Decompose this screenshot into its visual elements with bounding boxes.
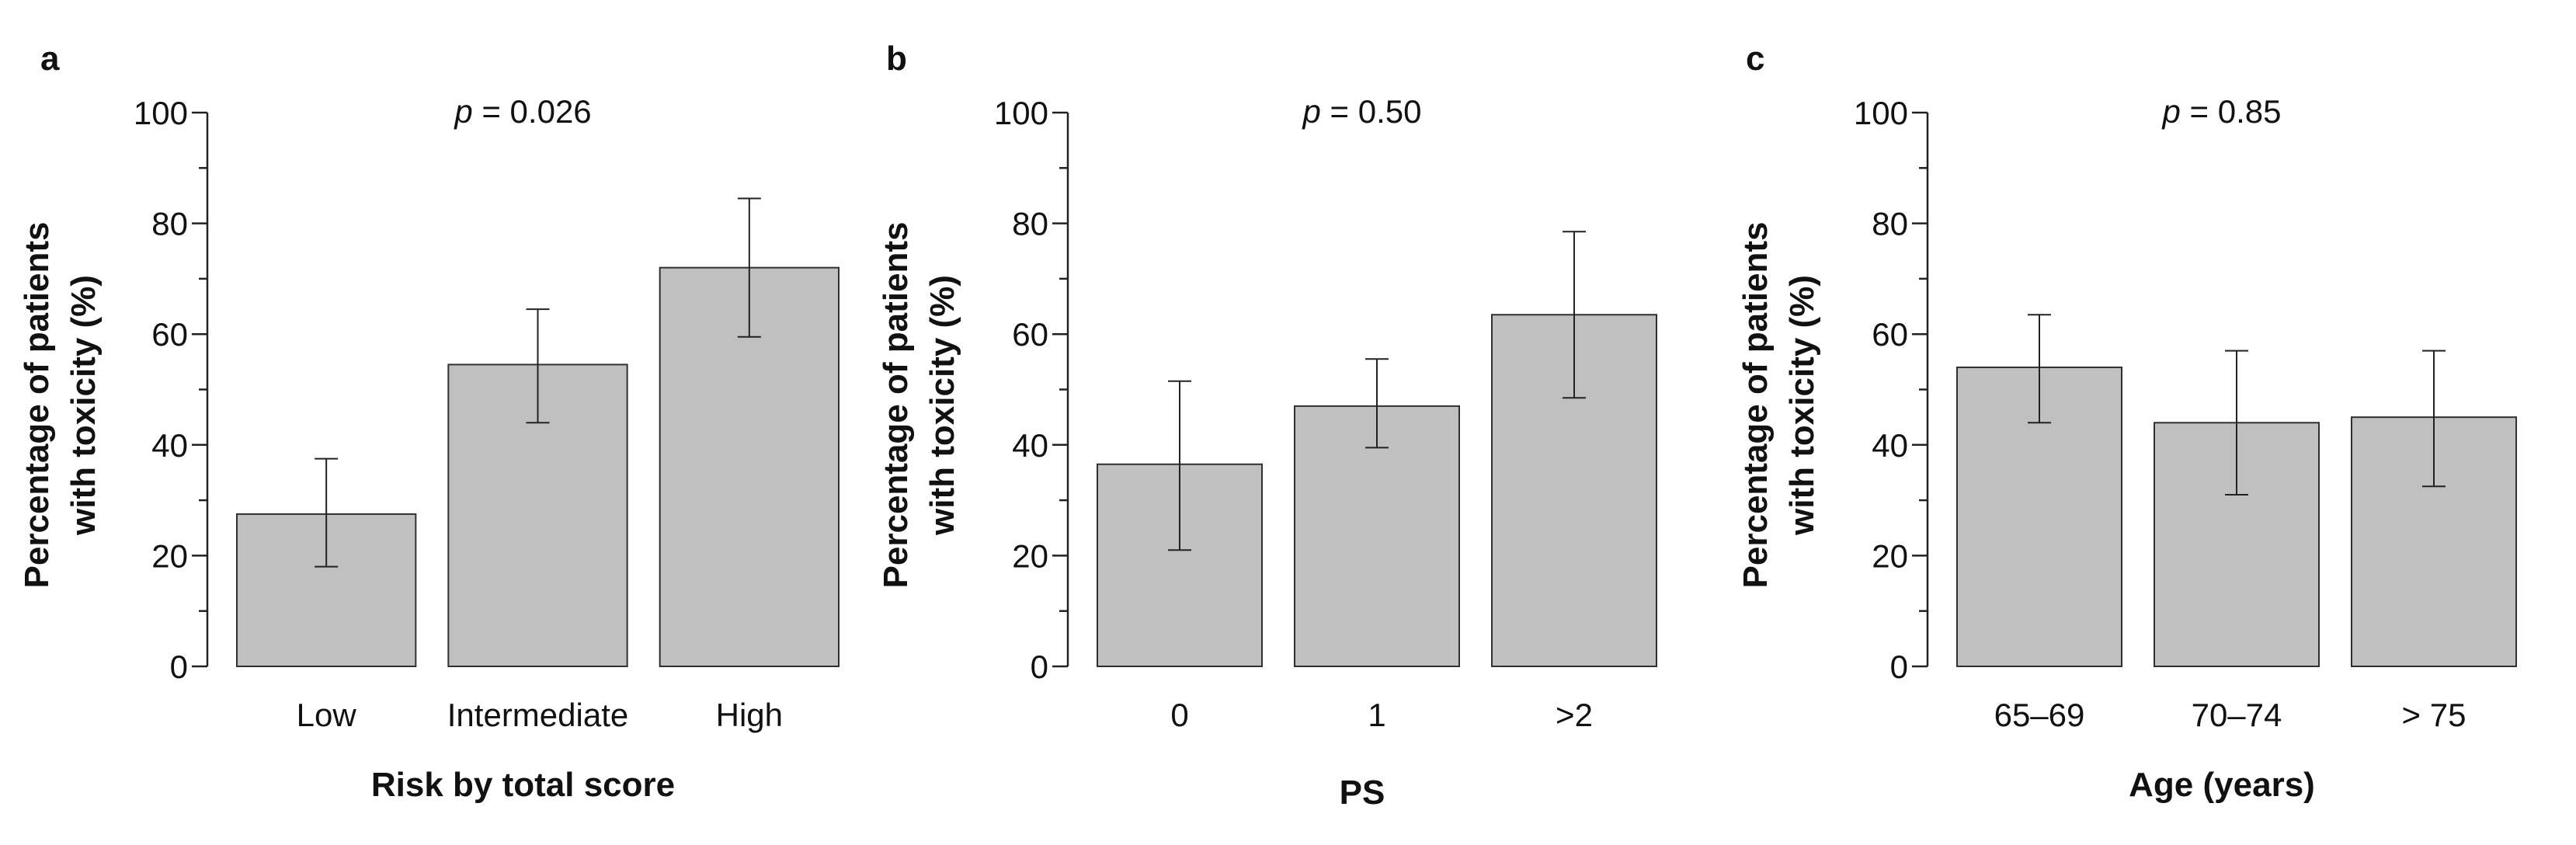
- x-tick-label: Low: [297, 697, 357, 733]
- y-tick-label: 60: [151, 316, 188, 353]
- y-axis-label-line-1: Percentage of patients: [1736, 222, 1775, 589]
- y-tick-label: 20: [1872, 537, 1908, 574]
- y-tick-label: 100: [994, 95, 1048, 131]
- y-tick-label: 80: [151, 206, 188, 242]
- y-axis-label-line-1: Percentage of patients: [18, 222, 56, 589]
- y-tick-label: 20: [1012, 537, 1048, 574]
- y-axis-label-line-2: with toxicity (%): [923, 275, 961, 536]
- p-value-annotation: p = 0.50: [1302, 93, 1422, 130]
- y-tick-label: 100: [134, 95, 188, 131]
- p-value-annotation: p = 0.026: [453, 93, 591, 130]
- x-axis-label: Risk by total score: [371, 766, 675, 804]
- y-axis-label-line-2: with toxicity (%): [1783, 275, 1821, 536]
- y-axis-label-line-1: Percentage of patients: [877, 222, 915, 589]
- y-tick-label: 0: [1031, 649, 1048, 685]
- y-tick-label: 20: [151, 537, 188, 574]
- p-value-annotation: p = 0.85: [2161, 93, 2282, 130]
- panel-label: a: [40, 40, 60, 78]
- panel-c: c p = 0.85 0 20 40 60 80 100 Percentage of patie…: [1736, 40, 2517, 804]
- panel-label: c: [1746, 40, 1764, 78]
- x-tick-label: 65–69: [1994, 697, 2085, 733]
- y-tick-label: 80: [1012, 206, 1048, 242]
- y-axis-label-line-2: with toxicity (%): [64, 275, 103, 536]
- x-axis-label: PS: [1340, 774, 1385, 812]
- panel-b: b p = 0.50 0 20 40 60 80 100 Percentage of patie…: [877, 40, 1657, 812]
- x-tick-label: > 75: [2402, 697, 2466, 733]
- y-tick-label: 60: [1872, 316, 1908, 353]
- panel-label: b: [886, 40, 907, 78]
- bar: [1294, 405, 1460, 667]
- y-tick-label: 0: [1890, 649, 1908, 685]
- y-tick-label: 40: [1012, 427, 1048, 464]
- y-tick-label: 80: [1872, 206, 1908, 242]
- y-tick-label: 40: [1872, 427, 1908, 464]
- x-tick-label: 1: [1368, 697, 1385, 733]
- y-tick-label: 40: [151, 427, 188, 464]
- x-tick-label: Intermediate: [447, 697, 628, 733]
- x-tick-label: High: [716, 697, 783, 733]
- x-tick-label: 0: [1170, 697, 1188, 733]
- y-tick-label: 0: [170, 649, 188, 685]
- x-axis-label: Age (years): [2129, 766, 2315, 804]
- panel-a: a p = 0.026 0 20 40 60 80 100 Percentage of pati…: [18, 40, 840, 804]
- x-tick-label: 70–74: [2192, 697, 2282, 733]
- y-tick-label: 60: [1012, 316, 1048, 353]
- x-tick-label: >2: [1556, 697, 1593, 733]
- y-tick-label: 100: [1854, 95, 1908, 131]
